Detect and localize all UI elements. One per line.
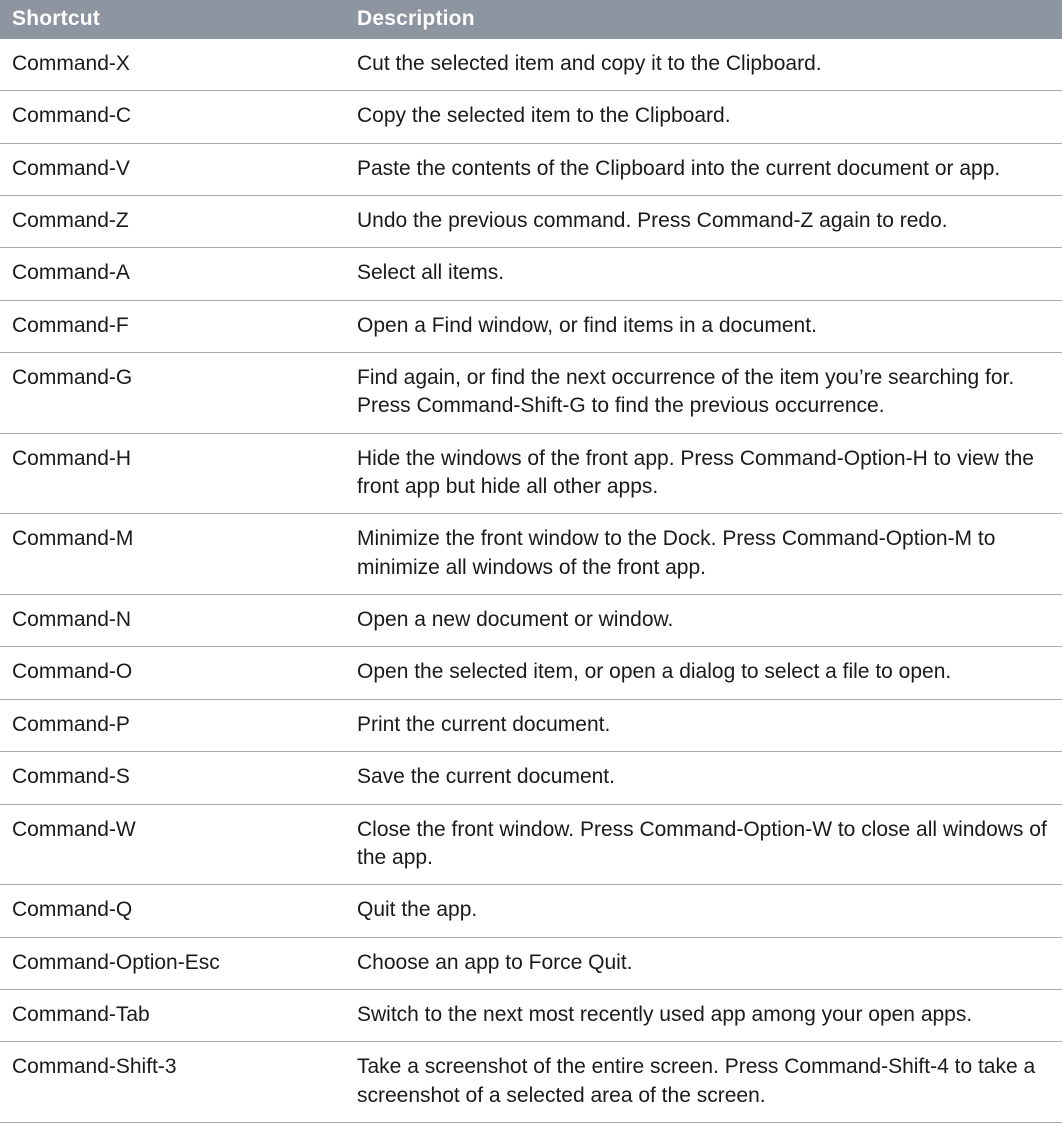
cell-description: Find again, or find the next occurrence … (345, 353, 1062, 434)
cell-description: Quit the app. (345, 885, 1062, 937)
col-header-shortcut: Shortcut (0, 0, 345, 39)
table-row: Command-ASelect all items. (0, 248, 1062, 300)
cell-shortcut: Command-X (0, 39, 345, 91)
cell-description: Print the current document. (345, 699, 1062, 751)
cell-description: Open a new document or window. (345, 595, 1062, 647)
cell-shortcut: Command-Q (0, 885, 345, 937)
cell-shortcut: Command-Shift-3 (0, 1042, 345, 1123)
table-body: Command-XCut the selected item and copy … (0, 39, 1062, 1122)
cell-description: Minimize the front window to the Dock. P… (345, 514, 1062, 595)
cell-description: Open a Find window, or find items in a d… (345, 300, 1062, 352)
cell-shortcut: Command-H (0, 433, 345, 514)
table-row: Command-XCut the selected item and copy … (0, 39, 1062, 91)
table-row: Command-OOpen the selected item, or open… (0, 647, 1062, 699)
cell-shortcut: Command-A (0, 248, 345, 300)
cell-shortcut: Command-Tab (0, 989, 345, 1041)
col-header-description: Description (345, 0, 1062, 39)
table-row: Command-PPrint the current document. (0, 699, 1062, 751)
table-row: Command-WClose the front window. Press C… (0, 804, 1062, 885)
cell-shortcut: Command-M (0, 514, 345, 595)
cell-description: Undo the previous command. Press Command… (345, 196, 1062, 248)
table-row: Command-CCopy the selected item to the C… (0, 91, 1062, 143)
cell-shortcut: Command-Z (0, 196, 345, 248)
table-row: Command-MMinimize the front window to th… (0, 514, 1062, 595)
cell-description: Switch to the next most recently used ap… (345, 989, 1062, 1041)
cell-description: Copy the selected item to the Clipboard. (345, 91, 1062, 143)
table-row: Command-Option-EscChoose an app to Force… (0, 937, 1062, 989)
cell-shortcut: Command-O (0, 647, 345, 699)
cell-shortcut: Command-S (0, 752, 345, 804)
cell-description: Paste the contents of the Clipboard into… (345, 143, 1062, 195)
cell-shortcut: Command-C (0, 91, 345, 143)
table-row: Command-HHide the windows of the front a… (0, 433, 1062, 514)
cell-shortcut: Command-N (0, 595, 345, 647)
cell-shortcut: Command-F (0, 300, 345, 352)
cell-description: Cut the selected item and copy it to the… (345, 39, 1062, 91)
table-row: Command-Shift-3Take a screenshot of the … (0, 1042, 1062, 1123)
table-header-row: Shortcut Description (0, 0, 1062, 39)
cell-shortcut: Command-P (0, 699, 345, 751)
cell-shortcut: Command-Option-Esc (0, 937, 345, 989)
table-row: Command-GFind again, or find the next oc… (0, 353, 1062, 434)
shortcuts-table: Shortcut Description Command-XCut the se… (0, 0, 1062, 1123)
table-row: Command-SSave the current document. (0, 752, 1062, 804)
table-row: Command-TabSwitch to the next most recen… (0, 989, 1062, 1041)
cell-shortcut: Command-W (0, 804, 345, 885)
table-row: Command-NOpen a new document or window. (0, 595, 1062, 647)
cell-description: Close the front window. Press Command-Op… (345, 804, 1062, 885)
cell-description: Save the current document. (345, 752, 1062, 804)
cell-description: Take a screenshot of the entire screen. … (345, 1042, 1062, 1123)
cell-description: Hide the windows of the front app. Press… (345, 433, 1062, 514)
table-row: Command-QQuit the app. (0, 885, 1062, 937)
cell-description: Select all items. (345, 248, 1062, 300)
cell-shortcut: Command-G (0, 353, 345, 434)
cell-shortcut: Command-V (0, 143, 345, 195)
cell-description: Choose an app to Force Quit. (345, 937, 1062, 989)
cell-description: Open the selected item, or open a dialog… (345, 647, 1062, 699)
table-row: Command-FOpen a Find window, or find ite… (0, 300, 1062, 352)
table-row: Command-VPaste the contents of the Clipb… (0, 143, 1062, 195)
table-row: Command-ZUndo the previous command. Pres… (0, 196, 1062, 248)
